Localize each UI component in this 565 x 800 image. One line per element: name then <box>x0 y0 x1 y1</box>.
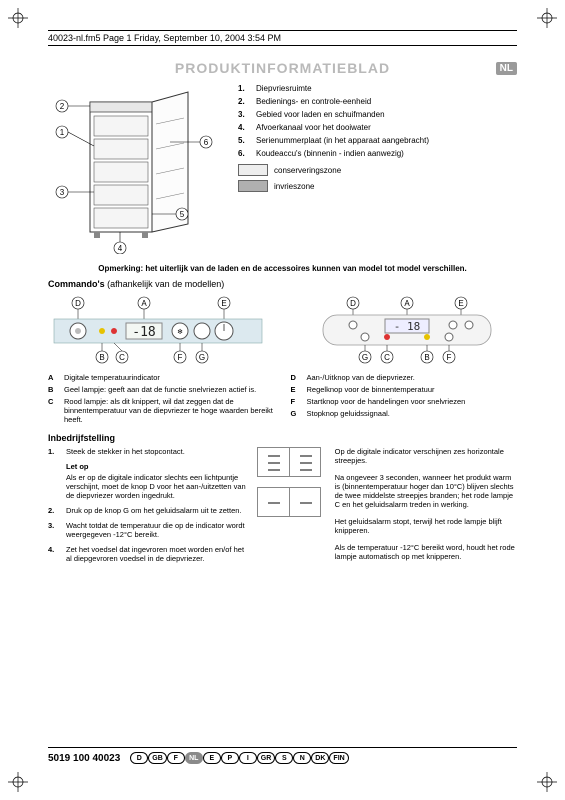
lang-code: S <box>275 752 293 764</box>
svg-text:2: 2 <box>60 102 65 111</box>
zone-swatch-icon <box>238 164 268 176</box>
control-panel-1: D A E -18 ❄ B C F G <box>48 295 268 365</box>
lang-code: GB <box>148 752 167 764</box>
legend-item: 4.Afvoerkanaal voor het dooiwater <box>238 123 517 132</box>
lang-code: I <box>239 752 257 764</box>
svg-text:5: 5 <box>180 210 185 219</box>
commands-col-right: DAan-/Uitknop van de diepvriezer. ERegel… <box>291 373 518 427</box>
crop-mark-icon <box>537 8 557 28</box>
zone-row: invrieszone <box>238 180 517 192</box>
svg-text:F: F <box>178 353 183 362</box>
legend-item: 5.Serienummerplaat (in het apparaat aang… <box>238 136 517 145</box>
freezer-diagram: 2 1 3 6 5 4 <box>48 84 228 254</box>
letop-heading: Let op <box>66 462 249 471</box>
svg-text:4: 4 <box>118 244 123 253</box>
svg-text:A: A <box>404 299 410 308</box>
header-rule <box>48 45 517 46</box>
legend-item: 2.Bedienings- en controle-eenheid <box>238 97 517 106</box>
crop-mark-icon <box>537 772 557 792</box>
commands-col-left: ADigitale temperatuurindicator BGeel lam… <box>48 373 275 427</box>
svg-text:D: D <box>350 299 356 308</box>
zone-row: conserveringszone <box>238 164 517 176</box>
svg-text:1: 1 <box>60 128 65 137</box>
language-badge: NL <box>496 62 517 75</box>
svg-text:-18: -18 <box>132 325 155 340</box>
page-footer: 5019 100 40023 DGBFNLEPIGRSNDKFIN <box>48 747 517 764</box>
svg-text:- 18: - 18 <box>394 320 421 333</box>
svg-text:C: C <box>384 353 390 362</box>
lang-code: E <box>203 752 221 764</box>
svg-text:6: 6 <box>204 138 209 147</box>
letop-body: Als er op de digitale indicator slechts … <box>66 473 249 500</box>
lang-code: F <box>167 752 185 764</box>
crop-mark-icon <box>8 8 28 28</box>
svg-text:A: A <box>141 299 147 308</box>
inbed-heading: Inbedrijfstelling <box>48 433 517 443</box>
svg-text:G: G <box>199 353 205 362</box>
lang-code: GR <box>257 752 276 764</box>
inbed-display-icons <box>257 447 327 569</box>
svg-text:F: F <box>447 353 452 362</box>
lang-code: DK <box>311 752 329 764</box>
header-rule <box>48 30 517 31</box>
lang-code: P <box>221 752 239 764</box>
svg-text:B: B <box>424 353 429 362</box>
svg-text:G: G <box>362 353 368 362</box>
commands-heading: Commando's (afhankelijk van de modellen) <box>48 279 517 289</box>
parts-legend: 1.Diepvriesruimte 2.Bedienings- en contr… <box>238 84 517 254</box>
svg-text:E: E <box>221 299 226 308</box>
zone-swatch-icon <box>238 180 268 192</box>
lang-code: FIN <box>329 752 348 764</box>
svg-text:E: E <box>458 299 463 308</box>
legend-item: 6.Koudeaccu's (binnenin - indien aanwezi… <box>238 149 517 158</box>
svg-text:B: B <box>99 353 104 362</box>
page-title: PRODUKTINFORMATIEBLAD <box>175 60 390 76</box>
svg-text:3: 3 <box>60 188 65 197</box>
svg-text:❄: ❄ <box>177 328 183 336</box>
lang-code: D <box>130 752 148 764</box>
legend-item: 1.Diepvriesruimte <box>238 84 517 93</box>
inbed-steps: 1.Steek de stekker in het stopcontact. L… <box>48 447 249 569</box>
model-note: Opmerking: het uiterlijk van de laden en… <box>48 262 517 275</box>
svg-text:C: C <box>119 353 125 362</box>
svg-text:D: D <box>75 299 81 308</box>
display-box-icon <box>257 447 321 477</box>
lang-code: NL <box>185 752 203 764</box>
crop-mark-icon <box>8 772 28 792</box>
language-codes: DGBFNLEPIGRSNDKFIN <box>130 752 348 764</box>
display-box-icon <box>257 487 321 517</box>
lang-code: N <box>293 752 311 764</box>
inbed-notes: Op de digitale indicator verschijnen zes… <box>335 447 517 569</box>
file-info-line: 40023-nl.fm5 Page 1 Friday, September 10… <box>48 33 517 43</box>
part-number: 5019 100 40023 <box>48 753 120 764</box>
control-panel-2: D A E - 18 G C B F <box>297 295 517 365</box>
legend-item: 3.Gebied voor laden en schuifmanden <box>238 110 517 119</box>
